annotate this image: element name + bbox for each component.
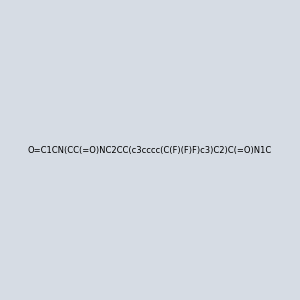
Text: O=C1CN(CC(=O)NC2CC(c3cccc(C(F)(F)F)c3)C2)C(=O)N1C: O=C1CN(CC(=O)NC2CC(c3cccc(C(F)(F)F)c3)C2…: [28, 146, 272, 154]
